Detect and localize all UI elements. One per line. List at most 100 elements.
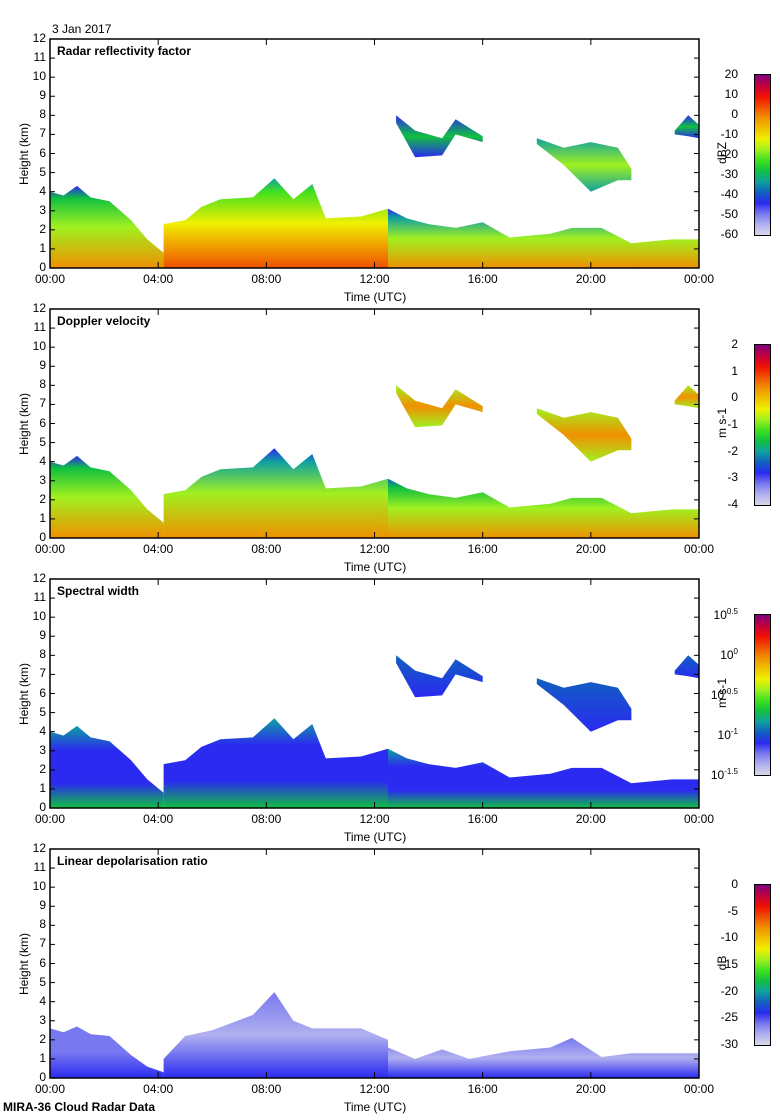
xtick-label: 04:00: [143, 272, 174, 286]
xtick-label: 08:00: [251, 812, 282, 826]
y-axis-label: Height (km): [17, 393, 31, 456]
xtick-label: 12:00: [359, 812, 390, 826]
cloud-region-low-cloud-0-4h: [50, 1026, 164, 1078]
ytick-label: 12: [32, 301, 46, 315]
ytick-label: 4: [39, 183, 46, 198]
cloud-region-cirrus-18-22h: [536, 678, 632, 732]
ytick-label: 10: [32, 69, 46, 84]
ytick-label: 5: [39, 974, 46, 989]
ytick-label: 4: [39, 993, 46, 1008]
xtick-label: 20:00: [575, 1082, 606, 1096]
ytick-label: 9: [39, 898, 46, 913]
ytick-label: 9: [39, 88, 46, 103]
xtick-label: 16:00: [467, 272, 498, 286]
ytick-label: 7: [39, 396, 46, 411]
xtick-label: 00:00: [683, 1082, 715, 1096]
ytick-label: 2: [39, 491, 46, 506]
cloud-region-low-cloud-4-12h: [163, 718, 388, 808]
ytick-label: 5: [39, 434, 46, 449]
colorbar-tick-label: -5: [727, 903, 738, 918]
colorbar-tick-label: 20: [724, 67, 738, 81]
colorbar: [754, 74, 771, 236]
xtick-label: 16:00: [467, 812, 498, 826]
colorbar-unit-label: dBZ: [715, 142, 729, 165]
colorbar-unit-label: dB: [715, 955, 729, 971]
xtick-label: 12:00: [359, 1082, 390, 1096]
ytick-label: 1: [39, 780, 46, 795]
cloud-region-low-cloud-0-4h: [50, 455, 164, 538]
plot-area: Doppler velocity: [49, 308, 700, 539]
plot-svg: [49, 308, 700, 539]
ytick-label: 3: [39, 202, 46, 217]
xtick-label: 16:00: [467, 1082, 498, 1096]
colorbar-tick-label: -2: [727, 443, 738, 458]
colorbar-tick-base: 10: [717, 728, 731, 742]
y-axis-label: Height (km): [17, 933, 31, 996]
ytick-label: 2: [39, 1031, 46, 1046]
ytick-label: 8: [39, 377, 46, 392]
plot-svg: [49, 578, 700, 809]
ytick-label: 8: [39, 647, 46, 662]
cloud-region-low-cloud-4-12h: [163, 448, 388, 538]
ytick-label: 7: [39, 936, 46, 951]
y-axis-label: Height (km): [17, 123, 31, 186]
xtick-label: 00:00: [34, 1082, 66, 1096]
ytick-label: 2: [39, 761, 46, 776]
xtick-label: 20:00: [575, 542, 606, 556]
cloud-region-cirrus-13-16h: [396, 115, 483, 158]
cloud-region-cirrus-23-24h: [674, 385, 699, 409]
cloud-region-low-cloud-0-4h: [50, 185, 164, 268]
cloud-region-cirrus-23-24h: [674, 115, 699, 139]
ytick-label: 6: [39, 145, 46, 160]
colorbar-tick-label: -20: [720, 147, 738, 161]
ytick-label: 1: [39, 240, 46, 255]
colorbar-tick-label: 1: [731, 363, 738, 378]
ytick-label: 6: [39, 955, 46, 970]
ytick-label: 9: [39, 628, 46, 643]
cloud-region-cirrus-13-16h: [396, 655, 483, 698]
xtick-label: 00:00: [683, 812, 715, 826]
ytick-label: 2: [39, 221, 46, 236]
ytick-label: 8: [39, 917, 46, 932]
cloud-region-cirrus-18-22h: [536, 408, 632, 462]
xtick-label: 20:00: [575, 812, 606, 826]
cloud-region-low-cloud-12-24h: [388, 478, 699, 538]
colorbar-tick-label: 10-1.5: [698, 767, 738, 782]
plot-area: Spectral width: [49, 578, 700, 809]
ytick-label: 0: [39, 530, 46, 544]
colorbar-tick-label: -25: [720, 1010, 738, 1025]
ytick-label: 8: [39, 107, 46, 122]
xtick-label: 00:00: [683, 272, 715, 286]
plot-svg: [49, 38, 700, 269]
xtick-label: 08:00: [251, 542, 282, 556]
ytick-label: 11: [33, 50, 46, 65]
panel-title: Linear depolarisation ratio: [57, 854, 208, 868]
ytick-label: 10: [32, 879, 46, 894]
xtick-label: 20:00: [575, 272, 606, 286]
colorbar-tick-label: 10-1: [698, 727, 738, 742]
x-axis-label: Time (UTC): [344, 290, 407, 304]
panel-title: Spectral width: [57, 584, 140, 598]
xtick-label: 04:00: [143, 812, 174, 826]
ytick-label: 4: [39, 723, 46, 738]
plot-area: Radar reflectivity factor: [49, 38, 700, 269]
colorbar-tick-base: 10: [710, 688, 725, 702]
xtick-label: 12:00: [359, 542, 390, 556]
ytick-label: 11: [33, 860, 46, 875]
colorbar-tick-label: -10: [720, 930, 738, 945]
ytick-label: 9: [39, 358, 46, 373]
colorbar-tick-label: -10: [720, 127, 738, 141]
colorbar-tick-label: 0: [731, 107, 738, 121]
xtick-label: 04:00: [143, 1082, 174, 1096]
colorbar: [754, 884, 771, 1046]
colorbar: [754, 614, 771, 776]
colorbar-tick-label: -40: [720, 187, 738, 201]
ytick-label: 12: [32, 571, 46, 585]
colorbar-tick-label: -20: [720, 983, 738, 998]
cloud-region-cirrus-18-22h: [536, 138, 632, 192]
colorbar-tick-label: -3: [727, 470, 738, 485]
colorbar-tick-label: -50: [720, 207, 738, 221]
y-axis-label: Height (km): [17, 663, 31, 726]
panel-title: Radar reflectivity factor: [57, 44, 192, 58]
colorbar-tick-label: -60: [720, 227, 738, 241]
